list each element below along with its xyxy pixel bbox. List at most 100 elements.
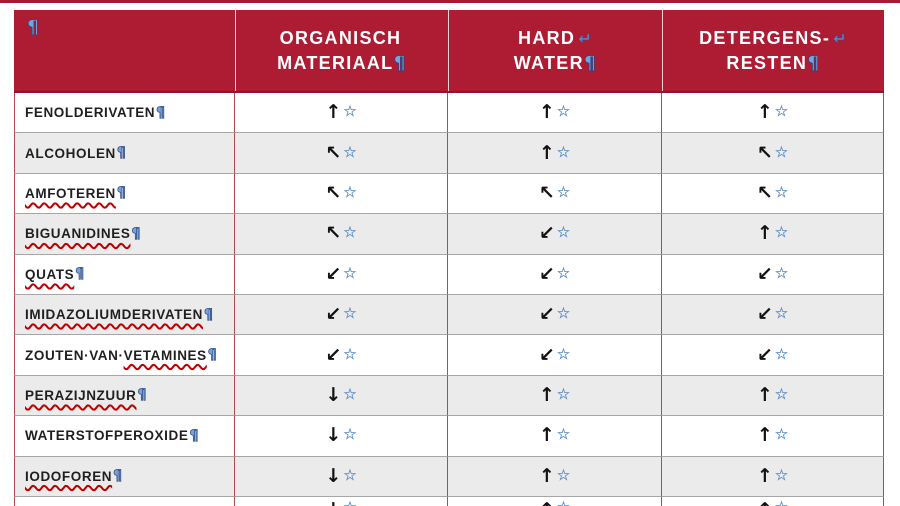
value-cell-organisch-materiaal[interactable]: ↓☆ (235, 456, 448, 497)
trend-arrow: ↙ (538, 303, 555, 326)
trend-arrow: ↑ (756, 464, 773, 487)
row-label-cell[interactable]: PERAZIJNZUUR ¶ (14, 375, 235, 417)
value-cell-hard-water[interactable]: ↙ ☆ (448, 335, 662, 376)
pilcrow-mark: ¶ (27, 16, 41, 39)
row-label-cell[interactable]: ZOUTEN·VAN·VETAMINES ¶ (14, 335, 235, 376)
value-cell-hard-water[interactable]: ↑☆ (448, 496, 662, 506)
value-cell-detergens-resten[interactable]: ↑☆ (662, 214, 884, 255)
trend-arrow: ↙ (538, 222, 555, 245)
trend-arrow: ↑ (538, 383, 555, 406)
header-line: WATER¶ (513, 51, 598, 74)
star-icon: ☆ (343, 182, 357, 201)
trend-arrow: ↙ (756, 303, 773, 326)
table-row: QUATS ¶ ↙ ☆ ↙ ☆ ↙ ☆ (14, 254, 884, 295)
row-label-cell[interactable]: ALCOHOLEN ¶ (14, 133, 235, 174)
star-icon: ☆ (343, 102, 357, 121)
table-row: ALCOHOLEN ¶ ↖ ☆ ↑ ☆ ↖ ☆ (14, 133, 884, 174)
value-cell-detergens-resten[interactable]: ↑☆ (662, 93, 884, 134)
value-cell-organisch-materiaal[interactable]: ↖ ☆ (235, 214, 448, 255)
header-line: DETERGENS- ↵ (699, 27, 848, 48)
header-corner-cell[interactable]: ¶ (14, 10, 235, 91)
value-cell-organisch-materiaal[interactable]: ↙ ☆ (235, 294, 448, 336)
star-icon: ☆ (343, 384, 357, 403)
star-icon: ☆ (343, 223, 357, 242)
value-cell-hard-water[interactable]: ↙ ☆ (448, 214, 662, 255)
value-cell-organisch-materiaal[interactable]: ↙ ☆ (235, 335, 448, 376)
trend-arrow: ↑ (538, 424, 555, 447)
value-cell-hard-water[interactable]: ↑☆ (448, 456, 662, 497)
misspelled-word: BIGUANIDINES (25, 226, 131, 242)
row-label: ALCOHOLEN (25, 146, 116, 161)
row-label-cell[interactable]: QUATS ¶ (14, 254, 235, 295)
misspelled-word: IODOFOREN (25, 468, 113, 484)
table-row: IMIDAZOLIUMDERIVATEN ¶ ↙ ☆ ↙ ☆ ↙ ☆ (14, 294, 884, 336)
star-icon: ☆ (343, 425, 357, 444)
trend-arrow: ↖ (756, 181, 773, 204)
value-cell-detergens-resten[interactable]: ↖ ☆ (662, 133, 884, 174)
value-cell-detergens-resten[interactable]: ↑☆ (662, 375, 884, 417)
value-cell-organisch-materiaal[interactable]: ↖ ☆ (235, 173, 448, 215)
star-icon: ☆ (774, 344, 789, 363)
trend-arrow: ↖ (538, 181, 555, 204)
row-label-cell[interactable] (14, 496, 235, 506)
header-line: MATERIAAL¶ (277, 51, 407, 74)
value-cell-hard-water[interactable]: ↑☆ (448, 375, 662, 417)
value-cell-organisch-materiaal[interactable]: ↑ ☆ (235, 93, 448, 134)
pilcrow-mark: ¶ (131, 225, 141, 243)
value-cell-hard-water[interactable]: ↙ ☆ (448, 254, 662, 295)
row-label-cell[interactable]: AMFOTEREN ¶ (14, 173, 235, 215)
value-cell-detergens-resten[interactable]: ↑☆ (662, 496, 884, 506)
value-cell-organisch-materiaal[interactable]: ↖ ☆ (235, 133, 448, 174)
header-detergens-resten[interactable]: DETERGENS- ↵ RESTEN¶ (662, 10, 884, 91)
star-icon: ☆ (774, 102, 789, 121)
trend-arrow: ↙ (325, 262, 342, 285)
row-label: ZOUTEN·VAN·VETAMINES (25, 348, 207, 363)
value-cell-organisch-materiaal[interactable]: ↓☆ (235, 416, 448, 457)
top-rule (0, 0, 900, 3)
row-label-cell[interactable]: WATERSTOFPEROXIDE ¶ (14, 416, 235, 457)
value-cell-detergens-resten[interactable]: ↙ ☆ (662, 294, 884, 336)
star-icon: ☆ (556, 344, 571, 363)
star-icon: ☆ (556, 263, 571, 282)
trend-arrow: ↓ (325, 383, 342, 406)
trend-arrow: ↖ (325, 222, 342, 245)
misspelled-word: QUATS (25, 266, 75, 282)
table-row: IODOFOREN ¶ ↓ ☆ ↑ ☆ ↑ ☆ (14, 456, 884, 497)
label-word: ALCOHOLEN (25, 145, 116, 161)
value-cell-detergens-resten[interactable]: ↙ ☆ (662, 254, 884, 295)
pilcrow-mark: ¶ (75, 266, 85, 283)
pilcrow-mark: ¶ (116, 185, 127, 202)
pilcrow-mark: ¶ (393, 51, 407, 74)
value-cell-hard-water[interactable]: ↑☆ (448, 133, 662, 174)
star-icon: ☆ (774, 223, 789, 242)
value-cell-detergens-resten[interactable]: ↑☆ (662, 456, 884, 497)
trend-arrow: ↑ (757, 500, 773, 506)
star-icon: ☆ (774, 465, 789, 484)
trend-arrow: ↖ (325, 181, 342, 204)
row-label-cell[interactable]: IMIDAZOLIUMDERIVATEN ¶ (14, 294, 235, 336)
header-hard-water[interactable]: HARD ↵ WATER¶ (448, 10, 662, 91)
row-label: BIGUANIDINES (25, 226, 130, 241)
trend-arrow: ↓ (325, 424, 342, 447)
header-organisch-materiaal[interactable]: ORGANISCH MATERIAAL¶ (235, 10, 448, 91)
value-cell-organisch-materiaal[interactable]: ↓☆ (235, 375, 448, 417)
value-cell-hard-water[interactable]: ↑☆ (448, 93, 662, 134)
star-icon: ☆ (556, 223, 571, 242)
row-label-cell[interactable]: IODOFOREN ¶ (14, 456, 235, 497)
value-cell-hard-water[interactable]: ↑☆ (448, 416, 662, 457)
star-icon: ☆ (343, 263, 357, 282)
trend-arrow: ↖ (756, 141, 773, 164)
value-cell-hard-water[interactable]: ↙ ☆ (448, 294, 662, 336)
value-cell-organisch-materiaal[interactable]: ↓☆ (235, 496, 448, 506)
value-cell-hard-water[interactable]: ↖ ☆ (448, 173, 662, 215)
row-label-cell[interactable]: FENOLDERIVATEN ¶ (14, 93, 235, 134)
value-cell-detergens-resten[interactable]: ↖ ☆ (662, 173, 884, 215)
value-cell-detergens-resten[interactable]: ↑☆ (662, 416, 884, 457)
value-cell-detergens-resten[interactable]: ↙ ☆ (662, 335, 884, 376)
trend-arrow: ↓ (325, 464, 342, 487)
value-cell-organisch-materiaal[interactable]: ↙ ☆ (235, 254, 448, 295)
row-label-cell[interactable]: BIGUANIDINES ¶ (14, 214, 235, 255)
trend-arrow: ↙ (538, 262, 555, 285)
header-line: RESTEN¶ (726, 51, 821, 74)
star-icon: ☆ (775, 499, 789, 506)
